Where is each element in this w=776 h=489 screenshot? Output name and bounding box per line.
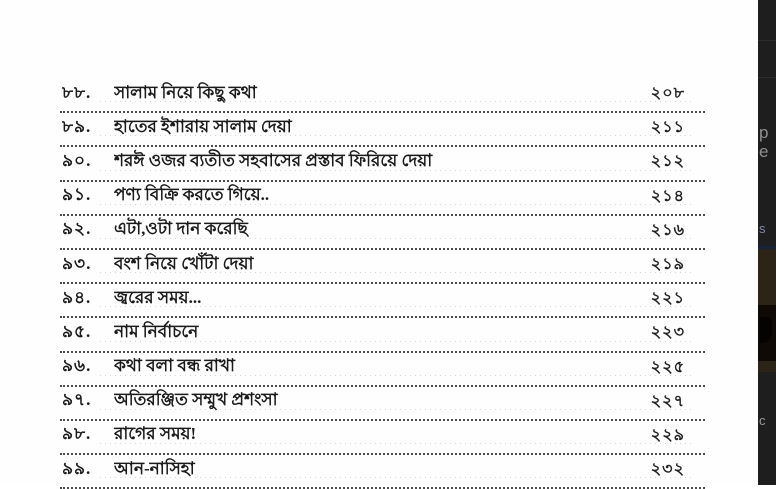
entry-number: ৯৭. (62, 390, 92, 410)
entry-page-number: ২১১ (650, 119, 685, 137)
toc-row: ৯৩. বংশ নিয়ে খোঁটা দেয়া ২১৯ (60, 249, 705, 285)
entry-page-number: ২২১ (650, 290, 685, 308)
strip-divider (758, 40, 776, 41)
entry-title: রাগের সময়! (114, 424, 197, 444)
table-of-contents: ৮৮. সালাম নিয়ে কিছু কথা ২০৮ ৮৯. হাতের ই… (60, 79, 705, 489)
entry-title: বংশ নিয়ে খোঁটা দেয়া (114, 253, 254, 273)
entry-title: হাতের ইশারায় সালাম দেয়া (114, 116, 292, 136)
toc-row: ৯৫. নাম নির্বাচনে ২২৩ (60, 318, 705, 353)
entry-number: ৯৫. (62, 321, 92, 341)
entry-title: শরঈ ওজর ব্যতীত সহবাসের প্রস্তাব ফিরিয়ে … (114, 150, 433, 170)
entry-title: নাম নির্বাচনে (114, 321, 199, 341)
entry-title: জ্বরের সময়... (114, 287, 202, 307)
entry-title: অতিরঞ্জিত সম্মুখ প্রশংসা (114, 390, 278, 410)
toc-row: ৯৪. জ্বরের সময়... ২২১ (60, 284, 705, 319)
scanned-page: ৮৮. সালাম নিয়ে কিছু কথা ২০৮ ৮৯. হাতের ই… (60, 79, 705, 489)
clipped-image-sliver (758, 249, 776, 372)
entry-page-number: ২২৫ (650, 358, 685, 376)
clipped-letter-fragment-e: e (759, 142, 769, 161)
toc-row: ৮৮. সালাম নিয়ে কিছু কথা ২০৮ (60, 79, 705, 114)
clipped-letter-fragment-s: s (759, 221, 766, 236)
entry-title: কথা বলা বন্ধ রাখা (114, 356, 235, 376)
entry-page-number: ২২৯ (650, 426, 685, 444)
clipped-image-shape (760, 317, 772, 343)
entry-number: ৯১. (62, 185, 92, 205)
entry-number: ৯০. (62, 150, 92, 170)
toc-row: ৮৯. হাতের ইশারায় সালাম দেয়া ২১১ (60, 113, 705, 148)
entry-number: ৯৮. (62, 424, 92, 444)
entry-page-number: ২২৩ (650, 324, 685, 342)
entry-page-number: ২১৯ (650, 256, 685, 274)
entry-number: ৯৯. (62, 458, 92, 478)
entry-number: ৯৬. (62, 356, 92, 376)
clipped-letter-fragment-c: c (759, 413, 766, 428)
toc-row: ৯০. শরঈ ওজর ব্যতীত সহবাসের প্রস্তাব ফিরি… (60, 147, 705, 182)
toc-row: ৯৮. রাগের সময়! ২২৯ (60, 420, 705, 456)
clipped-letter-fragment-p: p (759, 123, 769, 142)
clipped-navy-divider (758, 246, 776, 249)
toc-row: ৯৯. আন-নাসিহা ২৩২ (60, 455, 705, 489)
entry-page-number: ২৩২ (650, 461, 685, 479)
entry-number: ৮৯. (62, 116, 92, 136)
entry-page-number: ২১৪ (650, 187, 685, 205)
entry-title: সালাম নিয়ে কিছু কথা (114, 82, 257, 102)
toc-row: ৯১. পণ্য বিক্রি করতে গিয়ে.. ২১৪ (60, 181, 705, 216)
entry-number: ৮৮. (62, 82, 92, 102)
strip-divider (758, 77, 776, 78)
entry-page-number: ২১২ (650, 153, 685, 171)
toc-row: ৯২. এটা,ওটা দান করেছি ২১৬ (60, 215, 705, 250)
entry-title: এটা,ওটা দান করেছি (114, 219, 248, 239)
clipped-image-dark-area (758, 305, 776, 361)
entry-number: ৯৪. (62, 287, 92, 307)
toc-row: ৯৬. কথা বলা বন্ধ রাখা ২২৫ (60, 352, 705, 387)
entry-page-number: ২২৭ (650, 392, 685, 410)
entry-page-number: ২০৮ (650, 85, 685, 103)
entry-number: ৯২. (62, 219, 92, 239)
entry-page-number: ২১৬ (650, 221, 685, 239)
entry-number: ৯৩. (62, 253, 92, 273)
entry-title: পণ্য বিক্রি করতে গিয়ে.. (114, 185, 270, 205)
entry-title: আন-নাসিহা (114, 458, 195, 478)
background-window-edge-strip: p e s c (758, 0, 776, 485)
toc-row: ৯৭. অতিরঞ্জিত সম্মুখ প্রশংসা ২২৭ (60, 386, 705, 421)
